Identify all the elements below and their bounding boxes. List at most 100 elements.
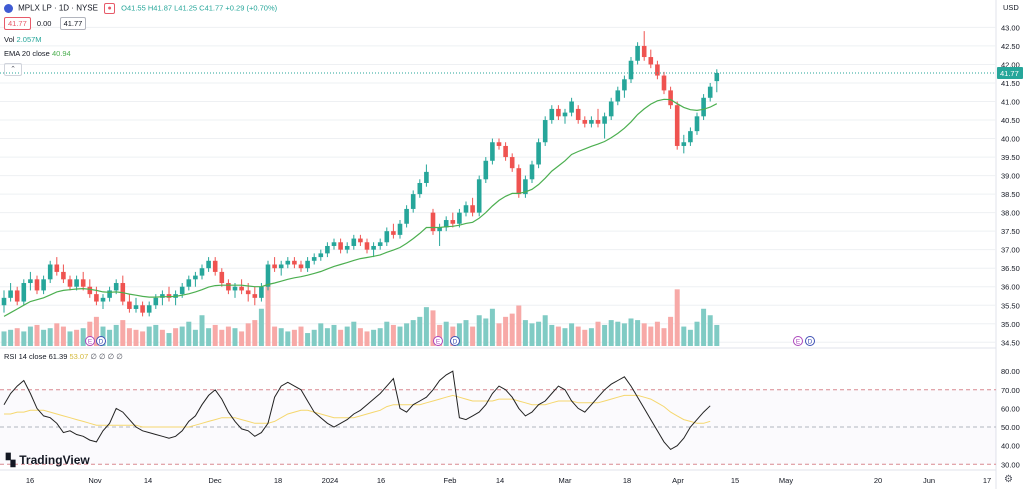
volume-bar xyxy=(694,321,700,346)
candle-down xyxy=(509,157,515,169)
volume-bar xyxy=(483,318,489,346)
volume-bar xyxy=(100,326,106,346)
price-tick-label: 39.50 xyxy=(1001,153,1020,162)
current-price-tag xyxy=(997,66,1023,79)
rsi-legend[interactable]: RSI 14 close 61.39 53.07 ∅ ∅ ∅ ∅ xyxy=(4,352,123,361)
price-tick-label: 43.00 xyxy=(1001,23,1020,32)
earnings-marker xyxy=(85,336,95,346)
candle-down xyxy=(674,105,680,146)
candle-up xyxy=(424,171,429,183)
price-tick-label: 41.00 xyxy=(1001,98,1020,107)
candle-down xyxy=(94,294,99,302)
symbol-legend: MPLX LP · 1D · NYSE ● O41.55 H41.87 L41.… xyxy=(4,3,277,14)
bid-price[interactable]: 41.77 xyxy=(4,17,31,30)
volume-bar xyxy=(496,323,502,346)
rsi-tick-label: 70.00 xyxy=(1001,386,1020,395)
volume-bar xyxy=(503,316,509,346)
candle-down xyxy=(61,271,66,280)
volume-bar xyxy=(113,324,119,346)
event-marker-label: D xyxy=(99,339,104,346)
volume-bar xyxy=(133,329,139,346)
time-tick-label: 20 xyxy=(874,476,882,485)
volume-bar xyxy=(397,326,403,346)
volume-bar xyxy=(305,333,311,346)
time-tick-label: Dec xyxy=(208,476,222,485)
price-tick-label: 37.50 xyxy=(1001,227,1020,236)
symbol-title[interactable]: MPLX LP · 1D · NYSE xyxy=(18,3,98,13)
time-tick-label: Jun xyxy=(923,476,935,485)
time-tick-label: 16 xyxy=(26,476,34,485)
candle-up xyxy=(179,286,185,295)
volume-bar xyxy=(212,324,218,346)
volume-bar xyxy=(331,324,337,346)
volume-bar xyxy=(602,324,608,346)
candle-up xyxy=(305,260,310,269)
candle-up xyxy=(635,45,640,61)
candle-down xyxy=(338,242,343,250)
candle-up xyxy=(199,268,205,276)
visibility-eye-icon[interactable]: ● xyxy=(104,3,116,14)
candle-up xyxy=(351,238,357,246)
candle-down xyxy=(212,260,218,272)
volume-bar xyxy=(225,326,231,346)
volume-bar xyxy=(351,321,357,346)
volume-bar xyxy=(146,326,152,346)
ema-legend[interactable]: EMA 20 close 40.94 xyxy=(4,49,71,58)
spread-value: 0.00 xyxy=(36,19,52,28)
candle-up xyxy=(384,231,390,243)
candle-up xyxy=(694,116,700,132)
candle-up xyxy=(701,97,706,117)
current-price-label: 41.77 xyxy=(1000,69,1019,78)
candle-up xyxy=(707,86,713,98)
candle-up xyxy=(490,142,495,161)
candle-down xyxy=(87,286,93,295)
candle-up xyxy=(100,297,106,302)
candle-down xyxy=(239,286,244,291)
collapse-legend-button[interactable]: ⌃ xyxy=(4,63,22,76)
volume-bar xyxy=(107,329,113,346)
candle-up xyxy=(542,120,548,143)
candle-up xyxy=(437,227,442,232)
volume-legend[interactable]: Vol 2.057M xyxy=(4,35,42,44)
volume-bar xyxy=(41,329,47,346)
candle-up xyxy=(278,264,284,269)
volume-bar xyxy=(199,315,205,346)
time-tick-label: Nov xyxy=(88,476,102,485)
rsi-label: RSI 14 close xyxy=(4,352,47,361)
volume-bar xyxy=(562,328,568,346)
volume-bar xyxy=(318,323,324,346)
candle-down xyxy=(391,231,396,235)
volume-bar xyxy=(529,323,535,346)
candle-up xyxy=(562,112,568,117)
candle-up xyxy=(193,275,198,280)
candle-down xyxy=(14,290,20,302)
volume-bar xyxy=(430,310,436,346)
ask-price[interactable]: 41.77 xyxy=(59,17,87,30)
candle-up xyxy=(589,120,594,124)
rsi-extra-values: ∅ ∅ ∅ ∅ xyxy=(90,352,123,361)
time-tick-label: Apr xyxy=(672,476,684,485)
price-tick-label: 40.50 xyxy=(1001,116,1020,125)
volume-bar xyxy=(542,315,548,346)
volume-bar xyxy=(60,326,66,346)
candle-up xyxy=(107,290,112,298)
settings-gear-icon[interactable]: ⚙ xyxy=(1004,474,1013,485)
candle-up xyxy=(311,257,317,261)
tradingview-logo[interactable]: ▚ TradingView xyxy=(6,453,90,467)
candle-up xyxy=(549,108,555,121)
candle-up xyxy=(602,116,607,124)
candle-up xyxy=(133,305,139,309)
volume-bar xyxy=(87,321,93,346)
candle-up xyxy=(146,305,152,313)
price-tick-label: 42.00 xyxy=(1001,60,1020,69)
time-tick-label: 14 xyxy=(496,476,504,485)
volume-bar xyxy=(93,316,99,346)
price-tick-label: 36.50 xyxy=(1001,264,1020,273)
candle-down xyxy=(641,45,647,58)
candle-up xyxy=(608,101,614,117)
volume-bar xyxy=(470,326,476,346)
candle-up xyxy=(476,179,482,213)
volume-bar xyxy=(324,328,330,346)
